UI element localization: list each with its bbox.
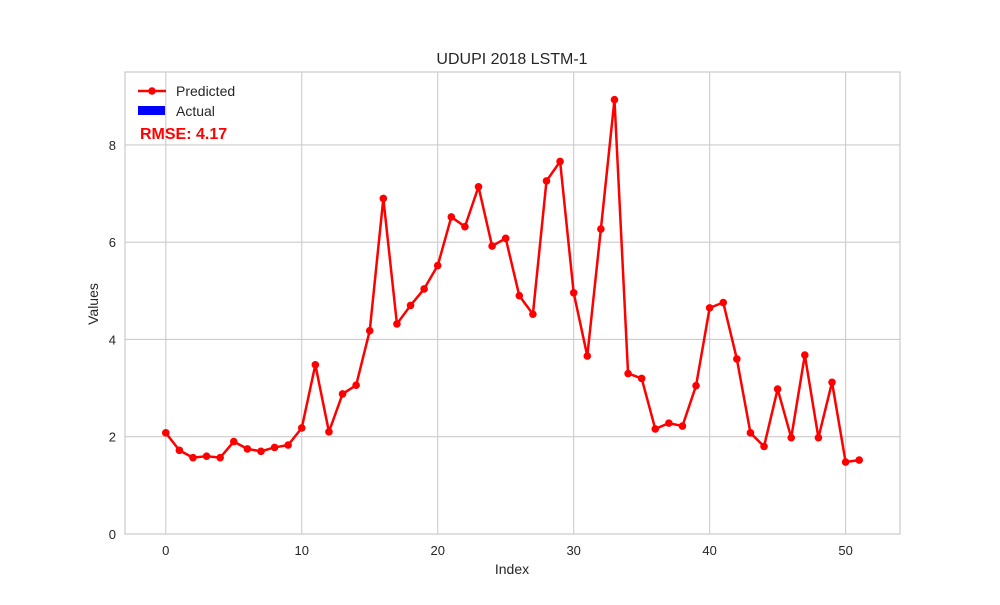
data-point-predicted (801, 351, 809, 359)
data-point-predicted (529, 310, 537, 318)
data-point-predicted (257, 447, 265, 456)
data-point-predicted (243, 445, 252, 453)
data-point-predicted (270, 443, 279, 452)
y-axis-label: Values (85, 283, 101, 325)
data-point-predicted (610, 95, 619, 104)
data-point-predicted (637, 374, 646, 383)
data-point-predicted (814, 433, 823, 442)
x-tick-label: 40 (702, 543, 716, 558)
data-point-predicted (828, 378, 836, 387)
data-point-predicted (760, 442, 768, 451)
data-point-predicted (569, 288, 578, 297)
data-point-predicted (406, 301, 415, 310)
data-point-predicted (189, 453, 197, 462)
data-point-predicted (461, 222, 469, 231)
data-point-predicted (447, 213, 456, 221)
data-point-predicted (787, 433, 796, 442)
y-tick-label: 6 (109, 235, 116, 250)
data-point-predicted (624, 369, 632, 378)
legend-entry-actual: Actual (138, 103, 215, 119)
data-point-predicted (855, 456, 864, 464)
data-point-predicted (297, 424, 306, 432)
data-point-predicted (352, 381, 360, 389)
plot-area (125, 72, 900, 534)
data-point-predicted (515, 291, 524, 300)
x-tick-label: 30 (566, 543, 580, 558)
data-point-predicted (325, 428, 333, 436)
data-point-predicted (597, 225, 605, 233)
data-point-predicted (705, 304, 714, 312)
data-point-predicted (433, 261, 442, 270)
legend-label-actual: Actual (176, 103, 215, 119)
chart-title: UDUPI 2018 LSTM-1 (436, 51, 587, 68)
data-point-predicted (719, 298, 728, 307)
data-point-predicted (365, 326, 374, 335)
y-tick-label: 2 (109, 430, 116, 445)
data-point-predicted (746, 429, 755, 437)
data-point-predicted (284, 441, 292, 449)
data-point-predicted (379, 194, 388, 203)
data-point-predicted (474, 182, 483, 191)
legend-entry-predicted: Predicted (138, 83, 235, 99)
data-point-predicted (542, 177, 551, 185)
data-point-predicted (733, 355, 741, 363)
legend-label-predicted: Predicted (176, 83, 235, 99)
data-point-predicted (393, 320, 401, 328)
rmse-annotation: RMSE: 4.17 (140, 126, 227, 143)
data-point-predicted (229, 437, 238, 446)
data-point-predicted (841, 458, 850, 466)
y-tick-label: 8 (109, 138, 116, 153)
data-point-predicted (692, 381, 700, 390)
data-point-predicted (420, 285, 428, 293)
x-tick-label: 50 (838, 543, 852, 558)
x-tick-label: 0 (162, 543, 169, 558)
data-point-predicted (216, 453, 224, 462)
data-point-predicted (678, 422, 687, 430)
plot-frame (124, 71, 901, 535)
y-tick-label: 4 (109, 332, 116, 347)
data-point-predicted (338, 390, 347, 398)
tick-labels: 0 10 20 30 40 50 0 2 4 6 8 (109, 138, 853, 558)
data-point-predicted (202, 452, 211, 460)
data-point-predicted (175, 446, 184, 455)
series-line-predicted (164, 98, 860, 464)
x-tick-label: 20 (430, 543, 444, 558)
data-point-predicted (488, 242, 496, 250)
data-point-predicted (651, 425, 660, 433)
data-point-predicted (556, 157, 564, 166)
x-axis-label: Index (495, 561, 529, 577)
data-point-predicted (773, 385, 782, 393)
legend-marker-predicted (148, 87, 156, 95)
legend: Predicted Actual (138, 83, 235, 119)
data-point-predicted (311, 360, 320, 369)
y-tick-label: 0 (109, 527, 116, 542)
data-point-predicted (501, 234, 510, 243)
x-tick-label: 10 (295, 543, 309, 558)
series-layer (161, 95, 864, 466)
data-point-predicted (665, 419, 673, 427)
legend-swatch-actual (138, 106, 165, 115)
data-point-predicted (161, 429, 170, 437)
data-point-predicted (583, 352, 592, 360)
